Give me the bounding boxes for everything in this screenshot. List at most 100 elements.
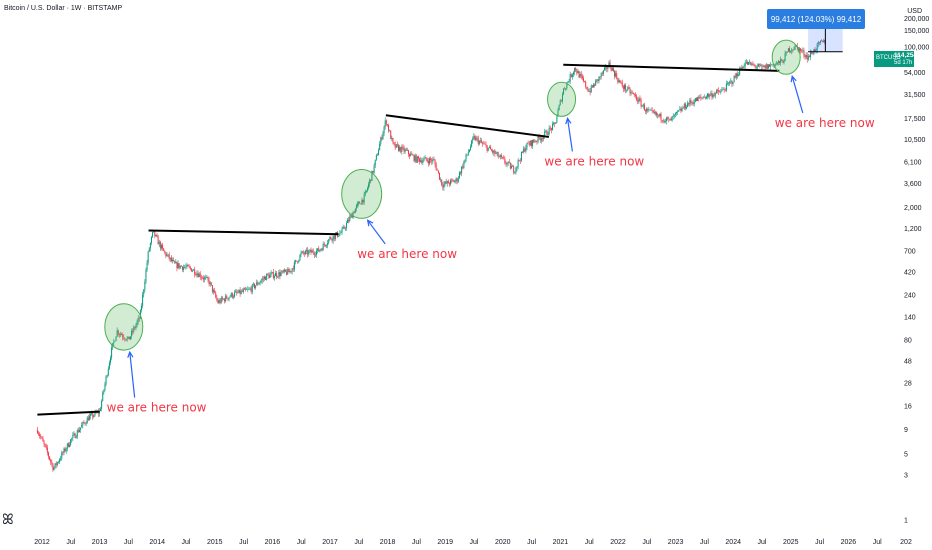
candle-235 [297,261,299,264]
candle-193 [250,285,252,294]
candle-259 [323,241,325,248]
candle-476 [564,86,566,90]
candle-582 [681,105,683,112]
candle-134 [185,263,187,270]
candle-336 [409,153,411,160]
candle-15 [53,466,55,471]
candle-247 [310,247,312,256]
candle-500 [590,84,592,93]
candle-598 [699,94,701,99]
candle-137 [188,264,190,269]
x-tick-18: 2021 [553,539,569,546]
y-tick-7: 6,100 [904,159,922,166]
candle-329 [401,144,403,155]
candle-405 [485,141,487,148]
candle-144 [196,270,198,278]
candle-17 [55,461,57,469]
candle-481 [569,71,571,84]
candle-693 [804,54,806,60]
annotation-arrows[interactable] [127,74,804,398]
candle-103 [150,235,152,246]
candle-240 [302,250,304,256]
candle-579 [678,110,680,113]
candle-384 [462,163,464,170]
candle-366 [442,182,444,191]
highlight-circle-3 [771,39,801,75]
trend-lines[interactable] [37,63,780,416]
candle-255 [319,249,321,253]
candle-407 [487,147,489,152]
candle-308 [378,148,380,156]
candle-182 [238,289,240,294]
candle-296 [364,189,366,197]
candle-438 [522,150,524,153]
candle-643 [749,59,751,65]
x-tick-1: Jul [66,539,75,546]
candle-272 [338,235,340,238]
candle-210 [269,272,271,279]
candle-673 [782,59,784,64]
candle-383 [461,166,463,177]
candle-57 [100,406,102,412]
candle-337 [410,151,412,157]
candle-423 [505,160,507,167]
candle-388 [466,154,468,157]
candle-548 [643,102,645,111]
candle-445 [529,140,531,147]
candle-305 [374,159,376,169]
candle-561 [658,114,660,118]
candle-118 [167,254,169,258]
candle-632 [736,71,738,79]
candle-595 [695,97,697,102]
candle-322 [393,141,395,146]
candle-393 [472,136,474,144]
candle-108 [156,232,158,238]
candle-354 [429,156,431,166]
candle-332 [404,147,406,154]
candle-79 [124,337,126,342]
candle-273 [339,230,341,237]
candle-176 [231,292,233,299]
candle-589 [689,98,691,107]
time-axis[interactable]: 2012 Jul 2013 Jul 2014 Jul 2015 Jul 2016 Jul 2017 J… [34,539,912,546]
highlight-circles[interactable] [104,39,801,351]
candle-2 [39,431,41,439]
candle-586 [685,104,687,110]
candle-185 [241,288,243,293]
candle-614 [717,88,719,94]
x-tick-27: Jul [815,539,824,546]
candle-319 [390,129,392,140]
candle-184 [240,289,242,295]
annotation-notes[interactable]: we are here now we are here now we are her… [107,116,875,415]
candle-163 [217,298,219,304]
y-tick-8: 3,600 [904,181,922,188]
candle-491 [580,71,582,80]
currency-label[interactable]: USD [907,8,922,15]
candle-596 [697,96,699,102]
candle-424 [506,162,508,168]
candle-124 [174,260,176,264]
candle-89 [135,323,137,331]
candle-522 [615,70,617,78]
tradingview-logo-icon[interactable]: ꕤ [2,512,14,528]
candle-96 [143,289,145,298]
candle-575 [673,114,675,119]
candle-280 [347,218,349,223]
annotation-arrowhead-0 [127,350,134,358]
candle-608 [710,90,712,97]
candle-206 [265,275,267,280]
y-tick-0: 200,000 [904,16,929,23]
candle-520 [612,66,614,73]
price-tag-value: 114,254 [894,52,918,59]
candle-650 [756,63,758,70]
candle-293 [361,197,363,206]
candle-572 [670,117,672,121]
candle-100 [147,250,149,266]
candle-6 [43,439,45,448]
candle-238 [300,250,302,258]
candle-320 [391,135,393,142]
candle-346 [420,157,422,163]
price-axis[interactable]: 200,000 150,000 100,000 54,000 31,500 17,500 1… [904,16,929,524]
candle-626 [730,77,732,85]
